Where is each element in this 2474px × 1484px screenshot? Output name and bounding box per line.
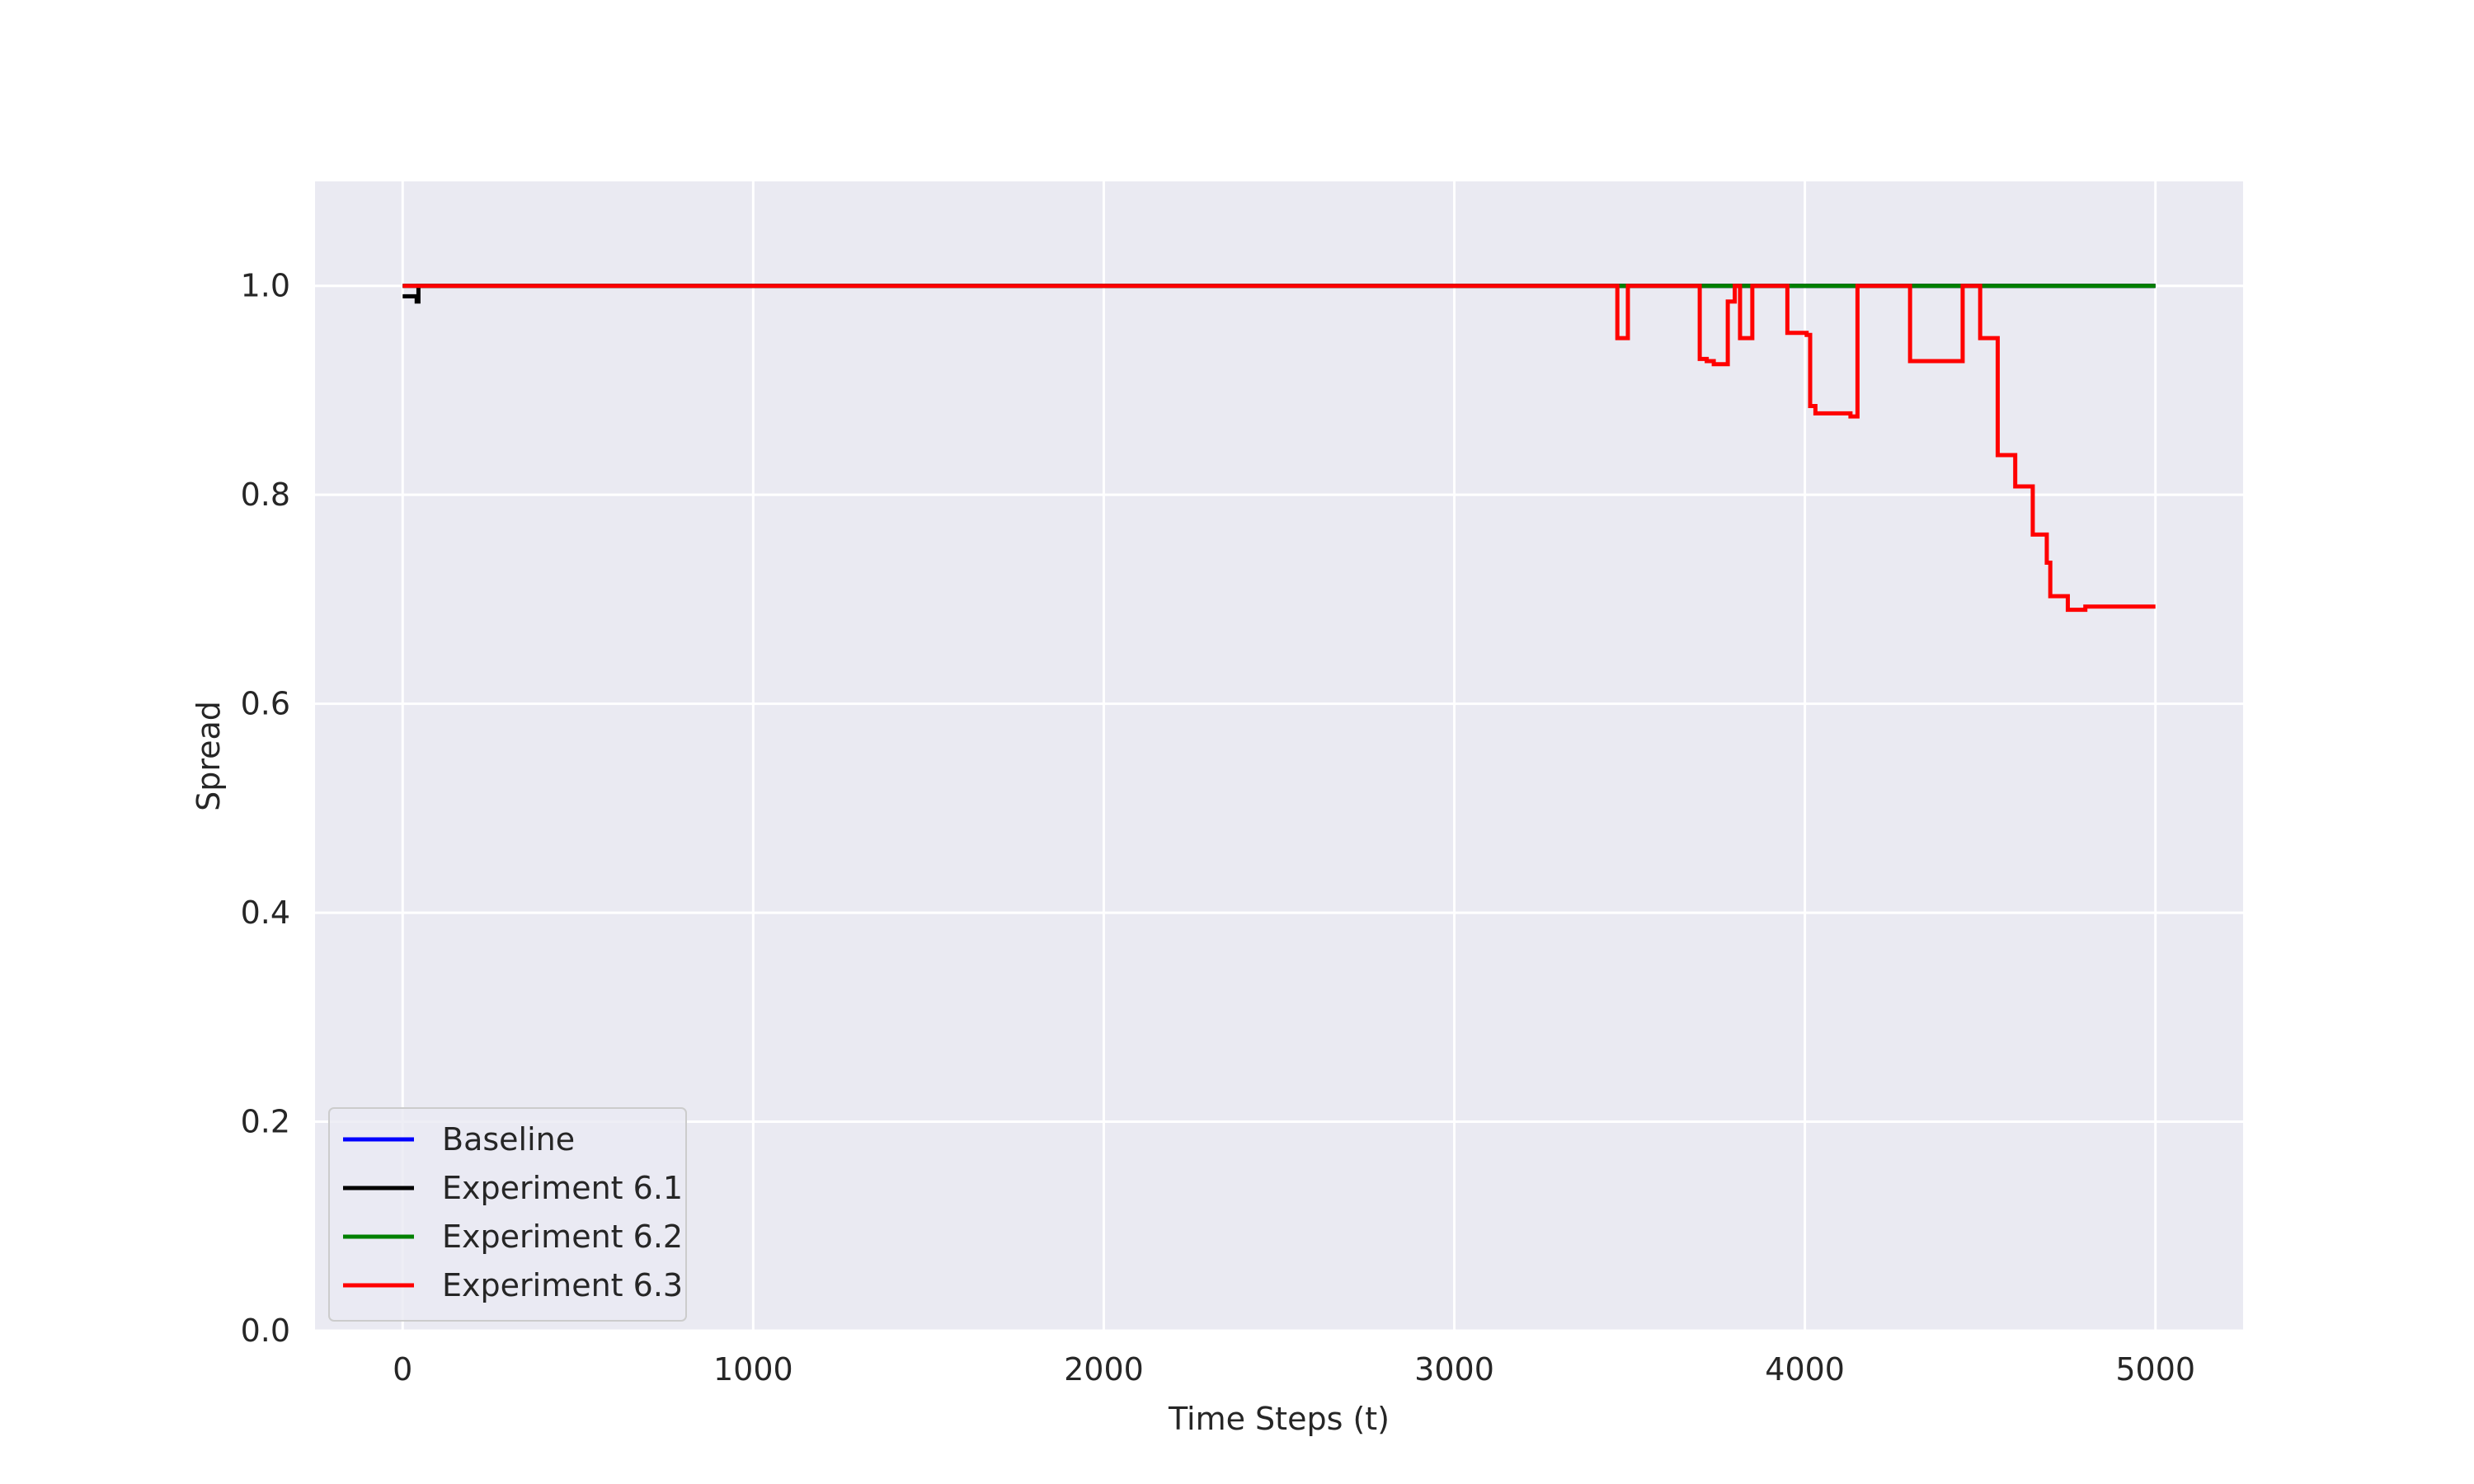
y-tick-label: 0.6 xyxy=(241,686,290,722)
series-line-4 xyxy=(402,284,2156,613)
y-tick-labels: 0.0 0.2 0.4 0.6 0.8 1.0 xyxy=(241,268,290,1349)
x-tick-label: 4000 xyxy=(1765,1351,1845,1388)
x-tick-label: 3000 xyxy=(1414,1351,1494,1388)
x-tick-label: 5000 xyxy=(2115,1351,2195,1388)
x-tick-label: 0 xyxy=(393,1351,412,1388)
y-axis-label: Spread xyxy=(190,701,227,811)
y-tick-label: 0.2 xyxy=(241,1104,290,1140)
legend-label: Experiment 6.1 xyxy=(442,1170,683,1206)
x-tick-label: 1000 xyxy=(713,1351,793,1388)
legend-label: Experiment 6.3 xyxy=(442,1267,683,1303)
legend: Baseline Experiment 6.1 Experiment 6.2 Expe… xyxy=(328,1107,687,1322)
legend-label: Experiment 6.2 xyxy=(442,1219,683,1255)
x-tick-labels: 0 1000 2000 3000 4000 5000 xyxy=(393,1351,2195,1388)
x-tick-label: 2000 xyxy=(1064,1351,1144,1388)
y-tick-label: 0.4 xyxy=(241,895,290,931)
y-tick-label: 0.0 xyxy=(241,1313,290,1349)
y-tick-label: 1.0 xyxy=(241,268,290,304)
legend-box xyxy=(328,1107,687,1322)
y-tick-label: 0.8 xyxy=(241,477,290,513)
x-axis-label: Time Steps (t) xyxy=(1168,1401,1390,1437)
series-lines xyxy=(402,284,2156,613)
legend-label: Baseline xyxy=(442,1121,575,1158)
